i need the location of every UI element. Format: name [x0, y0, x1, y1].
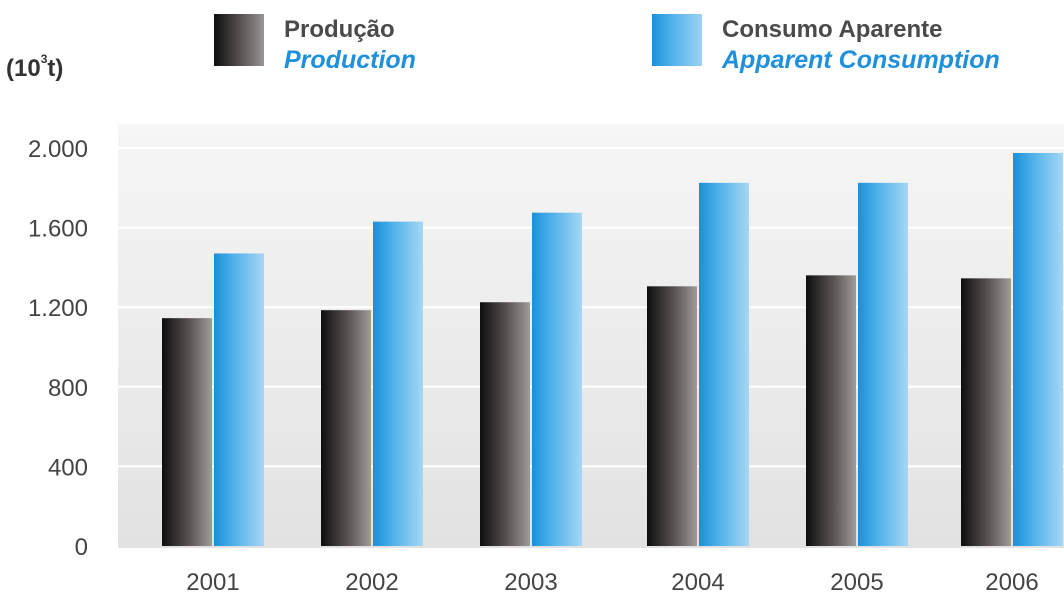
bar-production-2002 [321, 310, 371, 546]
bar-production-2004 [647, 286, 697, 546]
legend-swatch-production [214, 14, 264, 66]
legend-swatch-apparent-consumption [652, 14, 702, 66]
x-tick-label: 2003 [504, 569, 557, 592]
x-tick-label: 2001 [186, 569, 239, 592]
bar-apparent-consumption-2001 [214, 253, 264, 546]
x-tick-label: 2006 [985, 569, 1038, 592]
legend-label-consumption-pt: Consumo Aparente [722, 16, 943, 43]
bar-production-2005 [806, 275, 856, 546]
bar-production-2006 [961, 278, 1011, 546]
x-tick-label: 2002 [345, 569, 398, 592]
legend-label-production-en: Production [284, 46, 416, 74]
y-tick-label: 2.000 [28, 136, 88, 163]
y-axis-unit-label: (103t) [6, 52, 64, 82]
y-tick-label: 1.600 [28, 216, 88, 243]
x-tick-label: 2005 [830, 569, 883, 592]
bar-apparent-consumption-2006 [1013, 152, 1063, 546]
bar-apparent-consumption-2005 [858, 182, 908, 546]
y-tick-label: 800 [48, 375, 88, 402]
bar-production-2001 [162, 318, 212, 546]
bar-apparent-consumption-2004 [699, 182, 749, 546]
y-tick-label: 400 [48, 454, 88, 481]
x-tick-label: 2004 [671, 569, 724, 592]
legend-label-production-pt: Produção [284, 16, 395, 43]
y-tick-label: 1.200 [28, 295, 88, 322]
legend-label-consumption-en: Apparent Consumption [722, 46, 1000, 74]
bar-production-2003 [480, 302, 530, 546]
y-tick-label: 0 [75, 534, 88, 561]
bar-apparent-consumption-2003 [532, 212, 582, 547]
bar-apparent-consumption-2002 [373, 221, 423, 546]
